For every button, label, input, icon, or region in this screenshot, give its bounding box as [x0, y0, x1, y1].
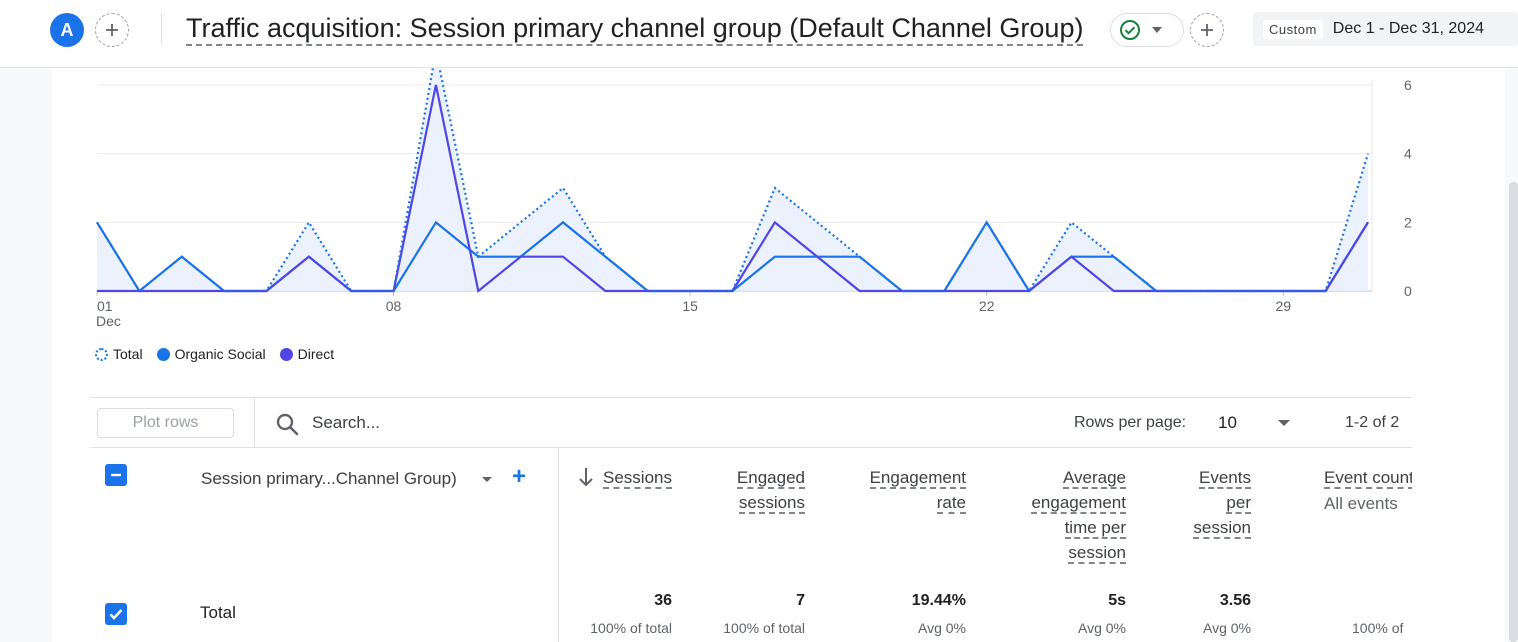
check-icon [109, 609, 123, 620]
metric-column-header[interactable]: Sessions [603, 465, 672, 490]
page-title[interactable]: Traffic acquisition: Session primary cha… [186, 12, 1084, 46]
total-row-subvalue: 100% of total [590, 620, 672, 636]
metric-header-label: time per [1064, 518, 1126, 539]
line-chart: 0 2 4 6 01 08 15 22 29 Dec [96, 68, 1412, 328]
toolbar-divider [254, 398, 255, 448]
plot-rows-button[interactable]: Plot rows [97, 408, 234, 438]
total-row-subvalue: Avg 0% [1078, 620, 1126, 636]
legend-dot-organic-social [156, 347, 170, 361]
dimension-column-header[interactable]: Session primary...Channel Group) [201, 469, 457, 488]
rows-per-page-chevron-icon[interactable] [1278, 420, 1290, 426]
plus-icon [106, 24, 118, 36]
total-row-subvalue: 100% of total [723, 620, 805, 636]
metric-header-label: session [1068, 543, 1126, 564]
report-header: A Traffic acquisition: Session primary c… [0, 0, 1518, 68]
metric-header-label: rate [936, 493, 966, 514]
metric-header-label: Events [1199, 468, 1251, 489]
legend-item-organic-social[interactable]: Organic Social [156, 346, 266, 362]
y-tick-label: 2 [1404, 214, 1412, 230]
metric-column-header[interactable]: Engagement rate [869, 465, 966, 515]
legend-item-total[interactable]: Total [95, 346, 143, 362]
metric-header-label: Average [1062, 468, 1126, 489]
add-comparison-button[interactable] [95, 13, 129, 47]
legend-label: Total [113, 346, 143, 362]
metric-header-label: Engagement [869, 468, 966, 489]
legend-dot-total [95, 347, 108, 361]
add-filter-button[interactable] [1190, 13, 1224, 47]
rows-per-page-select[interactable]: 10 [1218, 413, 1237, 432]
x-tick-label: 08 [386, 298, 402, 314]
report-status-dropdown[interactable] [1110, 13, 1184, 47]
date-chip: Custom [1263, 19, 1323, 39]
header-divider [161, 14, 162, 44]
total-row-value: 3.56 [1219, 592, 1251, 609]
metric-column-header[interactable]: Event count [1324, 465, 1412, 490]
data-table: Session primary...Channel Group) + Sessi… [90, 448, 1412, 642]
total-area-fill [97, 68, 1368, 291]
total-row-value: 36 [654, 592, 672, 609]
chart-legend: Total Organic Social Direct [95, 346, 334, 362]
metric-column-header[interactable]: Engaged sessions [736, 465, 805, 515]
legend-item-direct[interactable]: Direct [279, 346, 335, 362]
search-icon [276, 413, 299, 436]
total-row-subvalue: 100% of [1352, 620, 1404, 636]
total-row-checkbox[interactable] [105, 603, 127, 625]
scrollbar-thumb[interactable] [1509, 182, 1518, 642]
metric-header-label: sessions [738, 493, 805, 514]
chevron-down-icon [1152, 27, 1162, 33]
total-row-value: 7 [796, 592, 805, 609]
x-tick-sublabel: Dec [96, 313, 121, 328]
sort-descending-icon[interactable] [577, 466, 595, 488]
metric-column-header[interactable]: Average engagement time per session [1031, 465, 1126, 565]
metric-header-label: session [1193, 518, 1251, 539]
legend-label: Organic Social [174, 346, 266, 362]
total-row-value: 19.44% [911, 592, 966, 609]
total-row-label: Total [200, 603, 236, 622]
add-dimension-button[interactable]: + [512, 463, 527, 490]
dimension-chevron-down-icon[interactable] [482, 477, 492, 482]
avatar[interactable]: A [50, 13, 84, 47]
legend-dot-direct [279, 347, 293, 361]
rows-per-page-label: Rows per page: [1074, 414, 1187, 431]
total-row-value: 5s [1108, 592, 1126, 609]
legend-label: Direct [297, 346, 335, 362]
metric-header-label: per [1226, 493, 1251, 514]
y-tick-label: 4 [1404, 146, 1412, 162]
metric-header-label: Engaged [736, 468, 805, 489]
x-tick-label: 22 [979, 298, 995, 314]
x-tick-label: 01 [97, 298, 113, 314]
date-range-picker[interactable]: Custom Dec 1 - Dec 31, 2024 [1253, 12, 1518, 46]
x-tick-label: 29 [1275, 298, 1291, 314]
search-input[interactable] [312, 411, 712, 435]
left-gutter [0, 68, 52, 642]
metric-header-label: Event count [1324, 468, 1412, 489]
plus-icon [1201, 24, 1213, 36]
check-circle-icon [1120, 20, 1140, 40]
table-toolbar: Plot rows Rows per page: 10 1-2 of 2 [90, 397, 1412, 448]
minus-icon [111, 473, 121, 477]
total-row-subvalue: Avg 0% [918, 620, 966, 636]
date-range-label: Dec 1 - Dec 31, 2024 [1332, 20, 1484, 37]
total-series-line [96, 68, 1370, 294]
total-row-subvalue: Avg 0% [1203, 620, 1251, 636]
metric-header-sublabel: All events [1324, 494, 1398, 513]
metric-header-label: engagement [1031, 493, 1126, 514]
y-tick-label: 6 [1404, 77, 1412, 93]
direct-series-line [97, 84, 1369, 293]
x-tick-label: 15 [682, 298, 698, 314]
y-tick-label: 0 [1404, 283, 1412, 299]
select-all-checkbox[interactable] [105, 464, 127, 486]
pagination-label: 1-2 of 2 [1345, 414, 1400, 431]
metric-column-header[interactable]: Events per session [1193, 465, 1251, 540]
column-divider [558, 448, 559, 642]
metric-header-label: Sessions [603, 468, 672, 489]
